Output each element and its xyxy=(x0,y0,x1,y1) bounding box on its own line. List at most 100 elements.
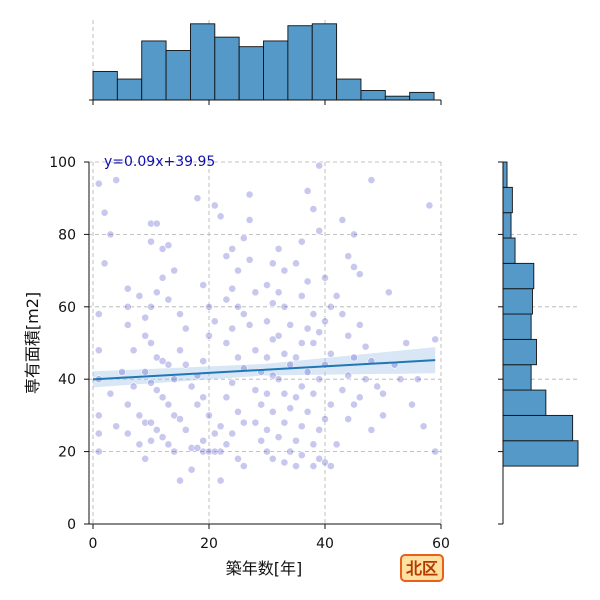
scatter-point xyxy=(361,375,370,384)
scatter-point xyxy=(268,335,277,344)
confidence-band-area xyxy=(93,347,436,388)
scatter-point xyxy=(315,454,324,463)
scatter-point xyxy=(350,263,358,271)
top-hist-bar xyxy=(238,46,264,101)
scatter-point xyxy=(245,320,254,329)
scatter-point xyxy=(251,418,260,427)
y-tick-label: 20 xyxy=(58,445,76,461)
scatter-point xyxy=(205,331,213,340)
top-hist-bar xyxy=(287,25,313,101)
scatter-point xyxy=(321,415,329,423)
y-tick-label: 80 xyxy=(58,227,76,243)
scatter-point xyxy=(326,462,335,470)
right-hist-bar xyxy=(502,440,579,467)
scatter-point xyxy=(297,451,306,460)
scatter-point xyxy=(141,368,150,376)
top-hist-bar xyxy=(141,40,167,101)
scatter-point xyxy=(431,335,440,344)
scatter-point xyxy=(315,375,324,384)
scatter-point xyxy=(147,418,155,427)
scatter-point xyxy=(147,302,155,311)
scatter-point xyxy=(222,393,231,402)
regression-line xyxy=(92,359,436,381)
scatter-point xyxy=(216,447,225,456)
badge-background xyxy=(400,554,444,582)
grid-lines xyxy=(88,161,442,524)
scatter-point xyxy=(286,447,295,456)
scatter-point xyxy=(135,292,144,300)
scatter-point xyxy=(210,201,219,210)
scatter-point xyxy=(234,353,242,362)
scatter-point xyxy=(292,393,300,402)
top-hist-bar xyxy=(165,50,191,101)
scatter-point xyxy=(100,259,109,268)
right-hist-bar xyxy=(502,364,532,391)
scatter-point xyxy=(170,375,179,384)
scatter-point xyxy=(263,425,271,434)
right-hist-bar xyxy=(502,237,516,264)
scatter-point xyxy=(361,342,370,351)
scatter-point xyxy=(268,299,277,308)
regression-equation: y=0.09x+39.95 xyxy=(104,154,215,170)
scatter-point xyxy=(152,288,161,297)
scatter-point xyxy=(344,252,353,261)
scatter-point xyxy=(170,411,179,420)
scatter-point xyxy=(228,378,237,387)
top-hist-bar xyxy=(116,78,143,101)
scatter-point xyxy=(251,386,260,394)
scatter-point xyxy=(303,324,312,333)
scatter-point xyxy=(176,310,184,318)
scatter-point xyxy=(199,357,208,365)
scatter-point xyxy=(176,476,184,485)
scatter-point xyxy=(193,444,202,452)
scatter-point xyxy=(245,216,254,224)
scatter-point xyxy=(187,444,196,452)
scatter-point xyxy=(315,425,324,434)
scatter-point xyxy=(344,371,353,380)
scatter-point xyxy=(94,346,103,355)
scatter-point xyxy=(274,331,283,340)
scatter-point xyxy=(123,302,132,311)
scatter-point xyxy=(309,389,318,398)
scatter-point xyxy=(332,292,341,300)
top-hist-bar xyxy=(336,78,362,101)
scatter-point xyxy=(158,273,167,282)
y-tick-label: 0 xyxy=(67,517,76,533)
scatter-point xyxy=(297,339,306,347)
scatter-point xyxy=(94,179,103,188)
scatter-point xyxy=(321,458,329,467)
scatter-point xyxy=(286,404,295,413)
scatter-point xyxy=(263,353,271,362)
scatter-point xyxy=(210,429,219,438)
scatter-point xyxy=(274,433,283,442)
scatter-point xyxy=(350,230,358,239)
scatter-point xyxy=(170,266,179,275)
x-tick-label: 0 xyxy=(89,536,98,552)
scatter-point xyxy=(129,346,138,355)
scatter-point xyxy=(216,422,225,431)
scatter-point xyxy=(251,288,260,297)
scatter-point xyxy=(257,436,266,445)
scatter-point xyxy=(280,458,289,467)
scatter-point xyxy=(135,411,144,420)
confidence-band xyxy=(93,347,436,388)
scatter-point xyxy=(152,353,161,362)
scatter-point xyxy=(181,324,190,333)
scatter-point xyxy=(239,418,248,427)
scatter-point xyxy=(199,281,208,289)
scatter-point xyxy=(112,176,121,184)
axes: 0 20 40 60 0 20 40 60 80 100 xyxy=(49,155,450,552)
scatter-point xyxy=(234,302,242,311)
scatter-point xyxy=(164,440,173,449)
scatter-point xyxy=(350,400,358,409)
scatter-point xyxy=(123,320,132,329)
top-hist-bar xyxy=(360,90,386,101)
scatter-point xyxy=(228,244,237,253)
scatter-point xyxy=(280,349,289,358)
scatter-point xyxy=(205,447,213,456)
scatter-point xyxy=(257,400,266,409)
scatter-point xyxy=(425,201,434,210)
scatter-point xyxy=(303,187,312,195)
scatter-point xyxy=(106,389,115,398)
